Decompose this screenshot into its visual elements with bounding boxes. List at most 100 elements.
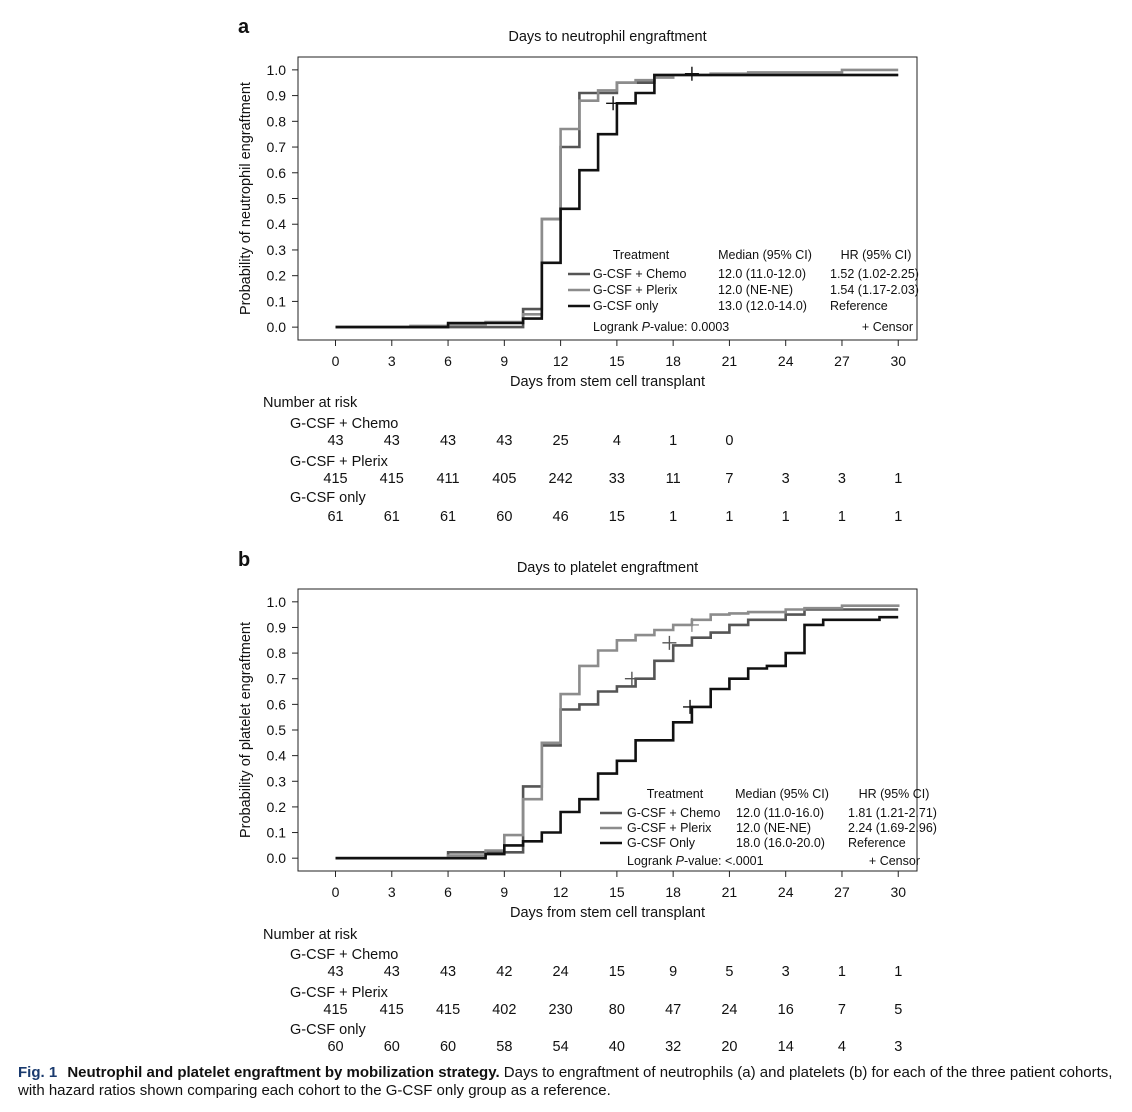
panel-b-x-tick-label: 27: [834, 884, 850, 900]
panel-a-x-tick-label: 24: [778, 353, 794, 369]
panel-a-risk-count: 1: [725, 509, 733, 525]
panel-a-legend-treatment: G-CSF + Plerix: [593, 283, 678, 297]
panel-b-y-tick-label: 0.1: [267, 825, 287, 841]
panel-a-risk-count: 43: [440, 433, 456, 449]
panel-b-risk-count: 42: [496, 964, 512, 980]
panel-b-legend-header-median: Median (95% CI): [735, 787, 829, 801]
panel-a-x-tick-label: 15: [609, 353, 625, 369]
panel-a-censor-mark: [606, 96, 621, 111]
panel-a-y-tick-label: 0.8: [267, 113, 287, 129]
panel-b-risk-count: 3: [782, 964, 790, 980]
panel-a-legend-hr: Reference: [830, 299, 888, 313]
panel-a-y-tick-label: 0.4: [267, 216, 287, 232]
panel-b-risk-count: 20: [721, 1039, 737, 1055]
panel-b-risk-count: 230: [549, 1002, 573, 1018]
panel-a-risk-count: 1: [669, 433, 677, 449]
panel-a-risk-count: 0: [725, 433, 733, 449]
panel-b-risk-row-name: G-CSF only: [290, 1022, 366, 1038]
panel-a-risk-count: 1: [894, 471, 902, 487]
panel-a-risk-count: 43: [384, 433, 400, 449]
panel-b-risk-count: 15: [609, 964, 625, 980]
panel-a-legend-median: 12.0 (11.0-12.0): [718, 267, 806, 281]
caption-title: Neutrophil and platelet engraftment by m…: [67, 1064, 500, 1081]
panel-a-risk-count: 242: [549, 471, 573, 487]
panel-a-risk-count: 411: [436, 471, 459, 487]
panel-a-risk-count: 60: [496, 509, 512, 525]
panel-b-risk-count: 40: [609, 1039, 625, 1055]
panel-b-risk-count: 7: [838, 1002, 846, 1018]
panel-b-legend-hr: 1.81 (1.21-2.71): [848, 806, 937, 820]
panel-a-y-axis-label: Probability of neutrophil engraftment: [238, 82, 254, 315]
panel-a-risk-count: 43: [496, 433, 512, 449]
panel-a-x-tick-label: 9: [500, 353, 508, 369]
panel-b-risk-count: 1: [894, 964, 902, 980]
panel-b-legend-header-hr: HR (95% CI): [859, 787, 930, 801]
panel-b-x-tick-label: 15: [609, 884, 625, 900]
panel-b-x-tick-label: 18: [665, 884, 681, 900]
panel-a-risk-count: 3: [782, 471, 790, 487]
figure-caption: Fig. 1 Neutrophil and platelet engraftme…: [18, 1064, 1118, 1100]
panel-a-risk-count: 25: [553, 433, 569, 449]
panel-b-risk-count: 24: [553, 964, 569, 980]
panel-a-risk-count: 4: [613, 433, 621, 449]
panel-a-x-tick-label: 18: [665, 353, 681, 369]
panel-a-risk-count: 7: [725, 471, 733, 487]
panel-b-risk-count: 43: [384, 964, 400, 980]
panel-a-y-tick-label: 0.6: [267, 165, 287, 181]
panel-b-series-2-line: [335, 604, 900, 860]
panel-b-risk-count: 415: [323, 1002, 347, 1018]
panel-a-x-tick-label: 12: [553, 353, 569, 369]
panel-a-legend-header-treatment: Treatment: [613, 248, 670, 262]
panel-b-risk-row-name: G-CSF + Chemo: [290, 947, 398, 963]
panel-a-risk-row-name: G-CSF + Plerix: [290, 454, 389, 470]
panel-b-y-tick-label: 0.8: [267, 645, 287, 661]
panel-b-censor-mark: [684, 617, 699, 632]
panel-b-x-tick-label: 30: [890, 884, 906, 900]
panel-b-series-3-line: [335, 615, 899, 860]
panel-b-title: Days to platelet engraftment: [517, 560, 698, 576]
panel-a-risk-count: 61: [327, 509, 343, 525]
panel-b-censor-legend: + Censor: [869, 854, 920, 868]
panel-b-risk-count: 5: [894, 1002, 902, 1018]
panel-a-risk-count: 15: [609, 509, 625, 525]
panel-a-censor-mark: [684, 66, 699, 81]
panel-a-y-tick-label: 0.5: [267, 191, 287, 207]
panel-a-y-tick-label: 0.3: [267, 242, 287, 258]
panel-a-series-3-line: [335, 73, 899, 329]
panel-b-y-tick-label: 0.9: [267, 619, 287, 635]
panel-a-logrank: Logrank P-value: 0.0003: [593, 320, 729, 334]
panel-b-legend-hr: Reference: [848, 836, 906, 850]
panel-a-legend-hr: 1.52 (1.02-2.25): [830, 267, 919, 281]
panel-a-risk-row-name: G-CSF only: [290, 490, 366, 506]
panel-b-legend-median: 12.0 (NE-NE): [736, 821, 811, 835]
panel-a-risk-count: 1: [894, 509, 902, 525]
panel-b-y-tick-label: 0.7: [267, 671, 287, 687]
panel-a-plot-frame: [297, 56, 918, 341]
panel-b-risk-count: 415: [380, 1002, 404, 1018]
panel-a-y-tick-label: 0.9: [267, 88, 287, 104]
panel-b-risk-count: 16: [778, 1002, 794, 1018]
panel-b-legend-treatment: G-CSF + Chemo: [627, 806, 720, 820]
panel-a-y-tick-label: 0.7: [267, 139, 287, 155]
panel-a-risk-count: 415: [323, 471, 347, 487]
panel-a-legend-treatment: G-CSF only: [593, 299, 659, 313]
panel-a-x-tick-label: 27: [834, 353, 850, 369]
panel-b-x-tick-label: 0: [332, 884, 340, 900]
panel-b-censor-mark: [624, 671, 639, 686]
panel-b-risk-count: 3: [894, 1039, 902, 1055]
figure: a Days to neutrophil engraftment 0.0 0.1 0.2…: [238, 16, 937, 1055]
panel-a-label: a: [238, 16, 250, 38]
panel-a-risk-count: 11: [666, 471, 681, 487]
caption-label: Fig. 1: [18, 1064, 58, 1081]
panel-b-risk-count: 54: [553, 1039, 569, 1055]
panel-b-risk-count: 5: [725, 964, 733, 980]
panel-b-risk-title: Number at risk: [263, 927, 358, 943]
panel-b-y-tick-label: 0.5: [267, 722, 287, 738]
panel-a-legend-median: 12.0 (NE-NE): [718, 283, 793, 297]
caption-text: Days to engraftment of neutrophils (a) a…: [18, 1064, 1113, 1099]
panel-a-risk-count: 46: [553, 509, 569, 525]
panel-a-risk-count: 1: [669, 509, 677, 525]
panel-a-x-tick-label: 21: [722, 353, 738, 369]
panel-a-risk-count: 415: [380, 471, 404, 487]
panel-b-risk-count: 60: [384, 1039, 400, 1055]
